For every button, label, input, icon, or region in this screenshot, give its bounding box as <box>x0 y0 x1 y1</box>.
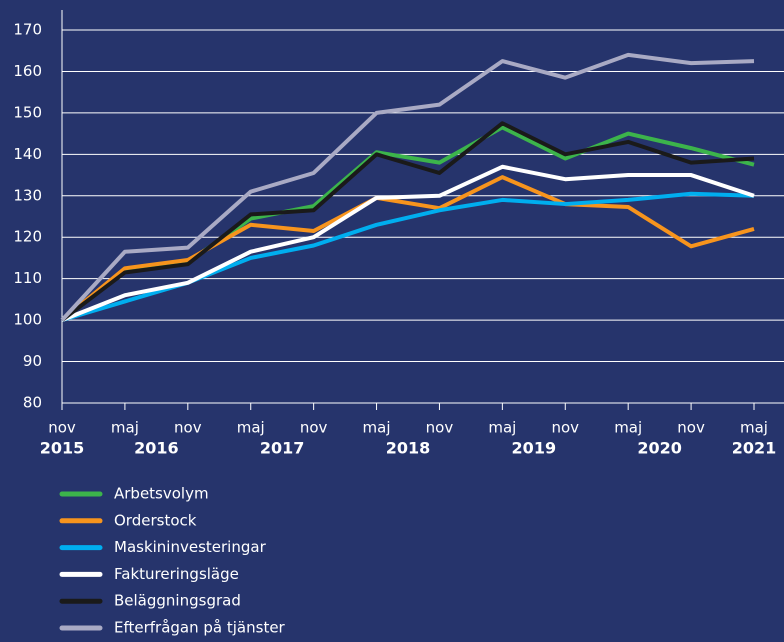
x-tick-label: nov <box>677 419 705 437</box>
y-tick-label: 170 <box>13 21 42 39</box>
x-tick-label: nov <box>48 419 76 437</box>
y-tick-label: 120 <box>13 228 42 246</box>
y-tick-label: 100 <box>13 311 42 329</box>
y-tick-label: 90 <box>23 352 42 370</box>
x-tick-label: nov <box>174 419 202 437</box>
series-line <box>60 125 755 322</box>
y-tick-label: 160 <box>13 62 42 80</box>
year-label: 2019 <box>512 439 557 458</box>
x-tick-label: maj <box>363 419 391 437</box>
year-label: 2021 <box>732 439 777 458</box>
y-tick-label: 80 <box>23 394 42 412</box>
legend-label: Efterfrågan på tjänster <box>114 619 286 637</box>
series-line <box>61 191 755 323</box>
x-tick-label: maj <box>614 419 642 437</box>
series-line <box>60 52 755 322</box>
year-label: 2015 <box>40 439 85 458</box>
y-tick-label: 110 <box>13 269 42 287</box>
x-tick-label: nov <box>300 419 328 437</box>
series-line <box>61 164 755 322</box>
year-label: 2017 <box>260 439 305 458</box>
x-tick-label: nov <box>426 419 454 437</box>
legend-label: Faktureringsläge <box>114 565 239 583</box>
x-tick-label: maj <box>740 419 768 437</box>
year-label: 2020 <box>637 439 682 458</box>
series-line <box>60 121 755 322</box>
y-tick-label: 130 <box>13 186 42 204</box>
y-tick-label: 140 <box>13 145 42 163</box>
x-tick-label: maj <box>237 419 265 437</box>
legend-label: Arbetsvolym <box>114 485 209 503</box>
x-tick-label: maj <box>111 419 139 437</box>
year-label: 2018 <box>386 439 431 458</box>
year-label: 2016 <box>134 439 179 458</box>
x-tick-label: nov <box>551 419 579 437</box>
legend-label: Maskininvesteringar <box>114 538 267 556</box>
y-tick-label: 150 <box>13 103 42 121</box>
legend-label: Beläggningsgrad <box>114 592 241 610</box>
legend-label: Orderstock <box>114 511 197 529</box>
x-tick-label: maj <box>488 419 516 437</box>
series-line <box>60 175 755 322</box>
